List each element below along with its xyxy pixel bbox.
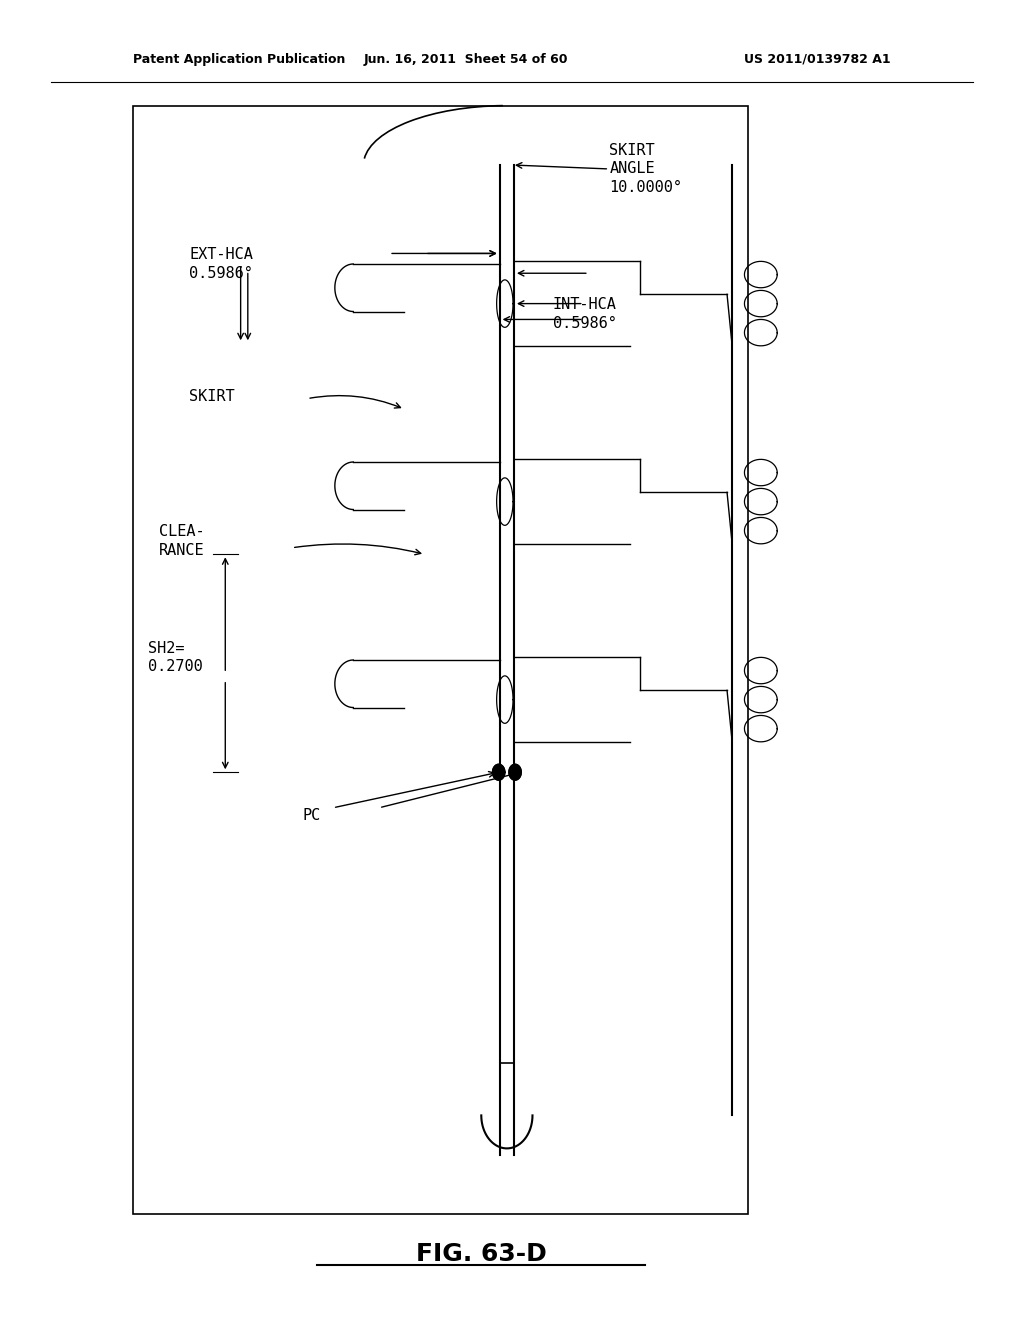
Text: US 2011/0139782 A1: US 2011/0139782 A1 [744, 53, 891, 66]
Text: SKIRT
ANGLE
10.0000°: SKIRT ANGLE 10.0000° [609, 143, 682, 195]
Text: PC: PC [302, 808, 321, 824]
Text: INT-HCA
0.5986°: INT-HCA 0.5986° [553, 297, 616, 331]
Text: Patent Application Publication: Patent Application Publication [133, 53, 345, 66]
Polygon shape [509, 764, 521, 780]
Bar [133, 106, 748, 1214]
Polygon shape [493, 764, 505, 780]
Text: Jun. 16, 2011  Sheet 54 of 60: Jun. 16, 2011 Sheet 54 of 60 [364, 53, 568, 66]
Text: SKIRT: SKIRT [189, 388, 236, 404]
Text: EXT-HCA
0.5986°: EXT-HCA 0.5986° [189, 247, 253, 281]
Text: CLEA-
RANCE: CLEA- RANCE [159, 524, 205, 558]
Text: FIG. 63-D: FIG. 63-D [416, 1242, 547, 1266]
Text: SH2=
0.2700: SH2= 0.2700 [148, 640, 203, 675]
